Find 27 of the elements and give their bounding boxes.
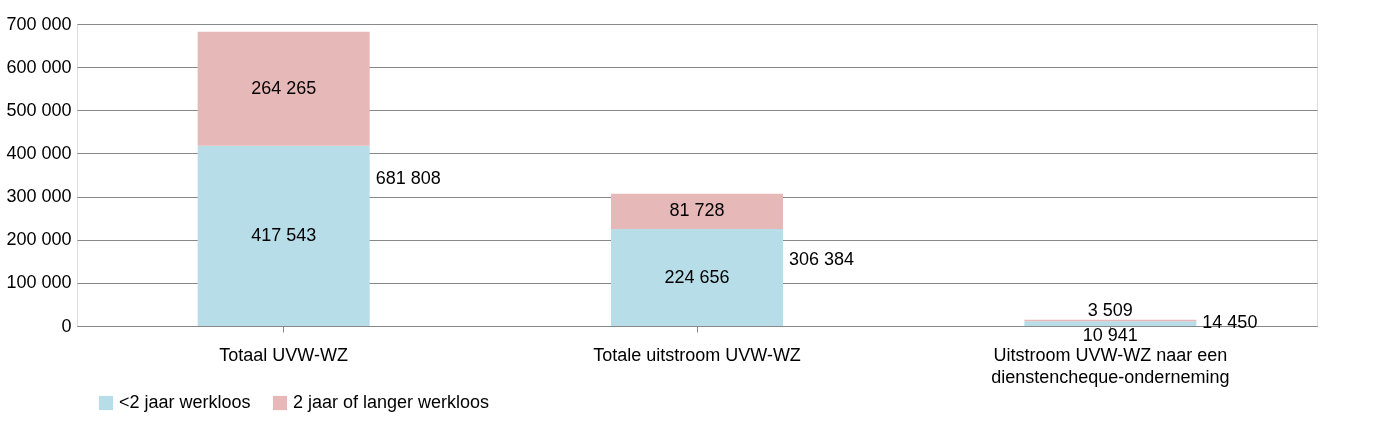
data-label: 81 728 <box>669 200 725 221</box>
bar <box>1024 321 1197 326</box>
total-label: 306 384 <box>789 248 855 269</box>
total-label: 14 450 <box>1202 311 1258 332</box>
data-label: 417 543 <box>251 224 317 245</box>
bar <box>197 31 370 146</box>
x-tick-label: Totaal UVW-WZ <box>219 344 349 365</box>
y-tick-label: 0 <box>61 315 72 336</box>
data-label: 264 265 <box>251 77 317 98</box>
data-label: 3 509 <box>1087 299 1133 320</box>
y-tick-label: 600 000 <box>6 56 72 77</box>
legend-label: <2 jaar werkloos <box>119 392 251 412</box>
data-label: 10 941 <box>1082 324 1138 345</box>
y-tick-label: 200 000 <box>6 229 72 250</box>
data-label: 224 656 <box>664 266 730 287</box>
bar <box>611 229 783 326</box>
x-tick-label: Totale uitstroom UVW-WZ <box>593 344 801 365</box>
legend-label: 2 jaar of langer werkloos <box>293 392 490 412</box>
y-tick-label: 700 000 <box>6 13 72 34</box>
y-tick-label: 400 000 <box>6 142 72 163</box>
bar <box>611 193 783 230</box>
total-label: 681 808 <box>375 167 441 188</box>
y-tick-label: 500 000 <box>6 99 72 120</box>
bar <box>197 145 370 326</box>
x-tick-label: Uitstroom UVW-WZ naar een dienstencheque-onderneming <box>991 344 1230 387</box>
y-tick-label: 300 000 <box>6 186 72 207</box>
y-tick-label: 100 000 <box>6 272 72 293</box>
